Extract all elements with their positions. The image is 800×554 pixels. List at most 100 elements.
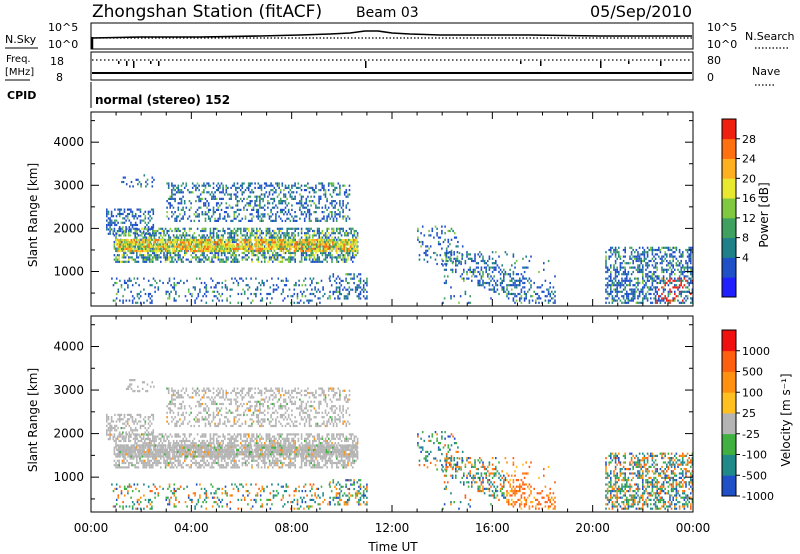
- echo-cell: [638, 264, 641, 267]
- echo-cell: [269, 239, 272, 242]
- echo-cell: [317, 239, 320, 242]
- echo-cell: [429, 256, 432, 259]
- echo-cell: [324, 254, 327, 257]
- echo-cell: [520, 301, 523, 304]
- echo-cell: [282, 290, 284, 293]
- echo-cell: [621, 295, 623, 298]
- echo-cell: [179, 254, 181, 257]
- echo-cell: [270, 240, 272, 244]
- echo-cell: [131, 258, 133, 261]
- echo-cell: [199, 206, 202, 209]
- echo-cell: [137, 178, 139, 181]
- echo-cell: [281, 184, 284, 187]
- echo-cell: [155, 229, 157, 233]
- echo-cell: [175, 250, 177, 253]
- echo-cell: [131, 223, 134, 227]
- echo-cell: [172, 184, 175, 187]
- echo-cell: [288, 247, 291, 250]
- echo-cell: [233, 240, 236, 244]
- echo-cell: [207, 245, 209, 248]
- echo-cell: [134, 466, 136, 469]
- echo-cell: [312, 251, 314, 255]
- echo-cell: [122, 217, 124, 220]
- echo-cell: [331, 232, 333, 235]
- echo-cell: [272, 236, 274, 239]
- echo-cell: [203, 286, 206, 289]
- echo-cell: [203, 227, 205, 230]
- echo-cell: [645, 284, 647, 287]
- echo-cell: [211, 299, 214, 302]
- echo-cell: [246, 258, 248, 261]
- echo-cell: [317, 281, 320, 285]
- echo-cell: [472, 273, 475, 276]
- echo-cell: [136, 457, 138, 460]
- echo-cell: [304, 232, 306, 235]
- echo-cell: [140, 459, 143, 462]
- echo-cell: [525, 297, 527, 300]
- echo-cell: [453, 236, 456, 239]
- echo-cell: [161, 433, 164, 436]
- echo-cell: [329, 295, 331, 298]
- echo-cell: [608, 255, 610, 258]
- echo-cell: [313, 195, 316, 198]
- echo-cell: [691, 279, 694, 282]
- echo-cell: [337, 232, 340, 235]
- echo-cell: [184, 234, 186, 237]
- echo-cell: [263, 250, 265, 253]
- echo-cell: [291, 215, 293, 218]
- echo-cell: [648, 288, 650, 291]
- echo-cell: [315, 234, 317, 237]
- echo-cell: [227, 232, 229, 235]
- echo-cell: [232, 232, 234, 235]
- echo-cell: [490, 297, 492, 300]
- echo-cell: [614, 277, 617, 280]
- echo-cell: [128, 208, 131, 211]
- echo-cell: [178, 245, 181, 248]
- echo-cell: [328, 254, 330, 257]
- echo-cell: [642, 299, 644, 302]
- echo-cell: [297, 227, 300, 230]
- echo-cell: [339, 256, 341, 259]
- echo-cell: [250, 239, 253, 242]
- echo-cell: [528, 281, 531, 285]
- echo-cell: [304, 277, 307, 280]
- echo-cell: [640, 268, 642, 271]
- echo-cell: [691, 268, 694, 271]
- echo-cell: [178, 239, 181, 242]
- echo-cell: [328, 243, 331, 246]
- echo-cell: [173, 241, 176, 244]
- echo-cell: [116, 260, 119, 263]
- echo-cell: [685, 295, 687, 298]
- echo-cell: [488, 288, 491, 291]
- echo-cell: [344, 254, 346, 257]
- freq-label-line2: [MHz]: [5, 67, 34, 78]
- echo-cell: [330, 245, 333, 248]
- echo-cell: [341, 239, 344, 242]
- echo-cell: [316, 254, 319, 257]
- echo-cell: [266, 247, 269, 250]
- echo-cell: [334, 290, 336, 293]
- echo-cell: [298, 284, 300, 287]
- echo-cell: [200, 239, 203, 242]
- echo-cell: [640, 259, 642, 263]
- echo-cell: [328, 250, 331, 253]
- echo-cell: [288, 239, 291, 242]
- echo-cell: [277, 277, 280, 280]
- echo-cell: [461, 245, 464, 248]
- echo-cell: [247, 202, 250, 205]
- echo-cell: [203, 189, 205, 192]
- echo-cell: [317, 250, 320, 253]
- echo-cell: [659, 281, 662, 285]
- echo-cell: [254, 186, 256, 189]
- echo-cell: [195, 200, 197, 203]
- echo-cell: [254, 182, 256, 185]
- echo-cell: [635, 248, 638, 252]
- echo-cell: [207, 182, 210, 185]
- echo-cell: [326, 236, 328, 239]
- echo-cell: [166, 211, 168, 214]
- echo-cell: [319, 239, 321, 242]
- echo-cell: [331, 200, 333, 203]
- echo-cell: [624, 266, 626, 269]
- echo-cell: [336, 227, 338, 230]
- echo-cell: [280, 227, 282, 230]
